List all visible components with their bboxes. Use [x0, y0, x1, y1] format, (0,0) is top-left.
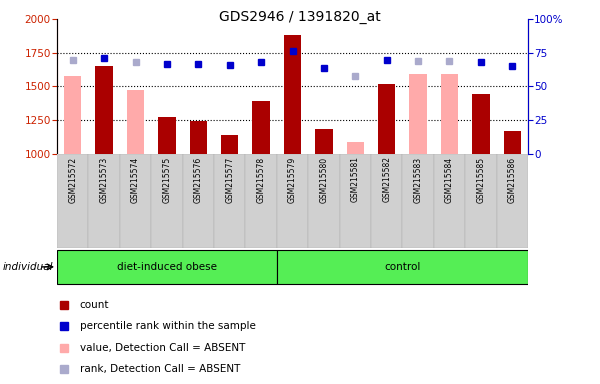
Text: GSM215575: GSM215575 [163, 156, 172, 203]
Bar [284, 35, 301, 154]
Bar [340, 154, 371, 248]
Text: GSM215583: GSM215583 [413, 156, 422, 202]
Text: GSM215579: GSM215579 [288, 156, 297, 203]
Text: GSM215572: GSM215572 [68, 156, 77, 202]
Bar [503, 131, 521, 154]
Bar [127, 91, 144, 154]
Text: diet-induced obese: diet-induced obese [117, 262, 217, 272]
Text: value, Detection Call = ABSENT: value, Detection Call = ABSENT [80, 343, 245, 353]
Bar [409, 74, 427, 154]
Text: GSM215582: GSM215582 [382, 156, 391, 202]
Bar [221, 135, 238, 154]
Text: rank, Detection Call = ABSENT: rank, Detection Call = ABSENT [80, 364, 240, 374]
Bar [57, 154, 88, 248]
Bar [245, 154, 277, 248]
Text: GSM215586: GSM215586 [508, 156, 517, 202]
Text: GSM215576: GSM215576 [194, 156, 203, 203]
Bar [347, 142, 364, 154]
Text: GSM215580: GSM215580 [319, 156, 328, 202]
Bar [497, 154, 528, 248]
Bar [57, 250, 277, 284]
Bar [214, 154, 245, 248]
Bar [277, 154, 308, 248]
Bar [88, 154, 120, 248]
Text: GSM215577: GSM215577 [225, 156, 234, 203]
Bar [95, 66, 113, 154]
Text: control: control [384, 262, 421, 272]
Bar [277, 250, 528, 284]
Bar [120, 154, 151, 248]
Bar [190, 121, 207, 154]
Text: percentile rank within the sample: percentile rank within the sample [80, 321, 256, 331]
Bar [465, 154, 497, 248]
Text: individual: individual [3, 262, 53, 272]
Text: count: count [80, 300, 109, 310]
Bar [403, 154, 434, 248]
Text: GSM215581: GSM215581 [351, 156, 360, 202]
Bar [472, 94, 490, 154]
Bar [64, 76, 82, 154]
Bar [441, 74, 458, 154]
Text: GSM215574: GSM215574 [131, 156, 140, 203]
Bar [158, 118, 176, 154]
Text: GSM215584: GSM215584 [445, 156, 454, 202]
Bar [371, 154, 403, 248]
Bar [151, 154, 182, 248]
Bar [308, 154, 340, 248]
Text: GSM215573: GSM215573 [100, 156, 109, 203]
Text: GSM215585: GSM215585 [476, 156, 485, 202]
Text: GDS2946 / 1391820_at: GDS2946 / 1391820_at [219, 10, 381, 23]
Bar [315, 129, 332, 154]
Bar [182, 154, 214, 248]
Bar [378, 84, 395, 154]
Bar [434, 154, 465, 248]
Text: GSM215578: GSM215578 [257, 156, 266, 202]
Bar [253, 101, 270, 154]
